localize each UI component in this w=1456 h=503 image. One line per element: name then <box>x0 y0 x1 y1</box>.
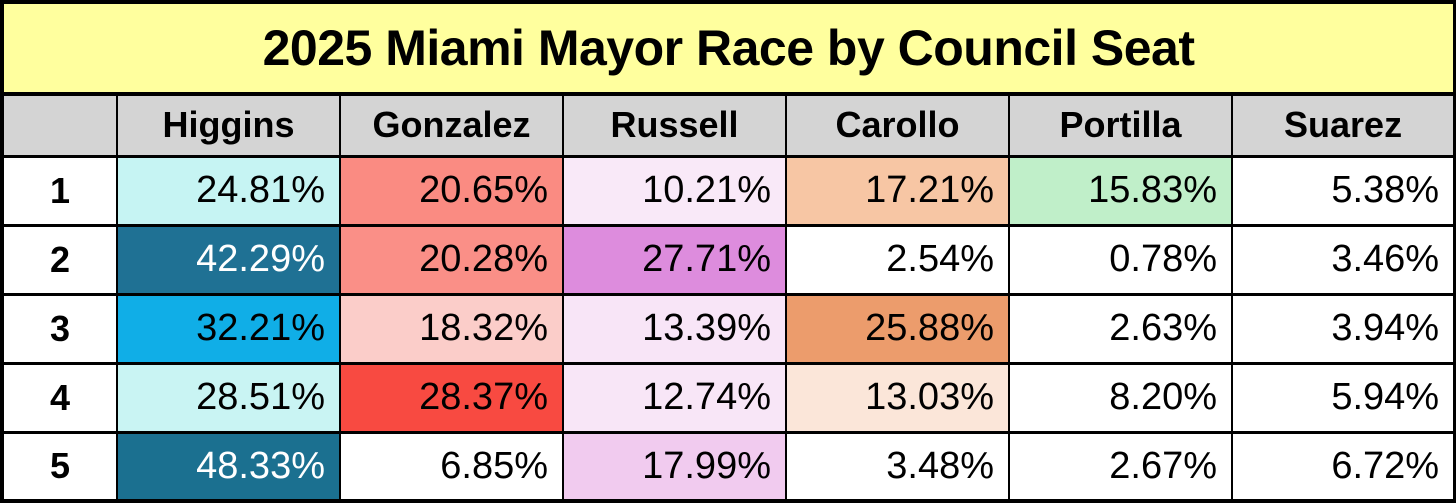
row-label-seat-3: 3 <box>1 292 118 365</box>
cell-portilla-seat4: 8.20% <box>1008 361 1233 434</box>
cell-gonzalez-seat5: 6.85% <box>339 430 564 503</box>
table-row-seat-3: 3 32.21% 18.32% 13.39% 25.88% 2.63% 3.94% <box>1 292 1456 365</box>
column-header-higgins: Higgins <box>116 92 341 158</box>
cell-carollo-seat5: 3.48% <box>785 430 1010 503</box>
cell-gonzalez-seat3: 18.32% <box>339 292 564 365</box>
cell-suarez-seat1: 5.38% <box>1230 154 1456 227</box>
column-header-gonzalez: Gonzalez <box>339 92 564 158</box>
row-label-seat-2: 2 <box>1 223 118 296</box>
column-header-suarez: Suarez <box>1230 92 1456 158</box>
table-row-seat-2: 2 42.29% 20.28% 27.71% 2.54% 0.78% 3.46% <box>1 223 1456 296</box>
cell-higgins-seat2: 42.29% <box>116 223 341 296</box>
page-title: 2025 Miami Mayor Race by Council Seat <box>0 0 1456 96</box>
cell-higgins-seat5: 48.33% <box>116 430 341 503</box>
cell-russell-seat1: 10.21% <box>562 154 787 227</box>
cell-gonzalez-seat2: 20.28% <box>339 223 564 296</box>
cell-portilla-seat1: 15.83% <box>1008 154 1233 227</box>
cell-portilla-seat3: 2.63% <box>1008 292 1233 365</box>
cell-russell-seat5: 17.99% <box>562 430 787 503</box>
cell-higgins-seat4: 28.51% <box>116 361 341 434</box>
cell-higgins-seat1: 24.81% <box>116 154 341 227</box>
cell-suarez-seat5: 6.72% <box>1230 430 1456 503</box>
column-header-carollo: Carollo <box>785 92 1010 158</box>
cell-gonzalez-seat4: 28.37% <box>339 361 564 434</box>
title-row: 2025 Miami Mayor Race by Council Seat <box>0 0 1456 96</box>
column-header-portilla: Portilla <box>1008 92 1233 158</box>
cell-suarez-seat3: 3.94% <box>1230 292 1456 365</box>
cell-portilla-seat5: 2.67% <box>1008 430 1233 503</box>
column-header-row: Higgins Gonzalez Russell Carollo Portilla Sua… <box>1 92 1456 158</box>
table-row-seat-5: 5 48.33% 6.85% 17.99% 3.48% 2.67% 6.72% <box>1 430 1456 503</box>
cell-suarez-seat4: 5.94% <box>1230 361 1456 434</box>
table-row-seat-1: 1 24.81% 20.65% 10.21% 17.21% 15.83% 5.38% <box>1 154 1456 227</box>
cell-carollo-seat3: 25.88% <box>785 292 1010 365</box>
row-label-seat-4: 4 <box>1 361 118 434</box>
column-header-russell: Russell <box>562 92 787 158</box>
cell-suarez-seat2: 3.46% <box>1230 223 1456 296</box>
cell-russell-seat3: 13.39% <box>562 292 787 365</box>
corner-cell <box>1 92 118 158</box>
row-label-seat-5: 5 <box>1 430 118 503</box>
table-row-seat-4: 4 28.51% 28.37% 12.74% 13.03% 8.20% 5.94% <box>1 361 1456 434</box>
cell-russell-seat2: 27.71% <box>562 223 787 296</box>
cell-carollo-seat2: 2.54% <box>785 223 1010 296</box>
cell-carollo-seat1: 17.21% <box>785 154 1010 227</box>
cell-gonzalez-seat1: 20.65% <box>339 154 564 227</box>
cell-carollo-seat4: 13.03% <box>785 361 1010 434</box>
row-label-seat-1: 1 <box>1 154 118 227</box>
table-body: 1 24.81% 20.65% 10.21% 17.21% 15.83% 5.38% 2 42.… <box>1 154 1456 503</box>
cell-russell-seat4: 12.74% <box>562 361 787 434</box>
cell-portilla-seat2: 0.78% <box>1008 223 1233 296</box>
cell-higgins-seat3: 32.21% <box>116 292 341 365</box>
